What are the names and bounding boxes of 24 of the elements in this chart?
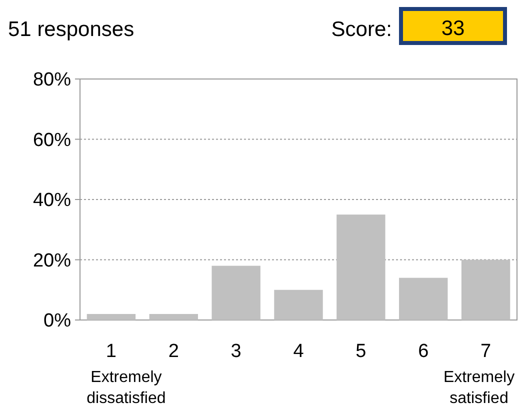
bar	[212, 266, 260, 320]
bar	[149, 314, 198, 320]
x-tick-label: 4	[293, 341, 304, 362]
x-tick-label: 2	[168, 341, 179, 362]
x-tick-label: 3	[230, 341, 242, 362]
bar	[461, 260, 510, 320]
y-tick-label: 80%	[32, 70, 72, 91]
text: Extremely dissatisfied	[86, 369, 166, 407]
bar	[86, 314, 136, 320]
x-tick-label: 7	[480, 341, 492, 362]
y-tick-label: 60%	[32, 130, 72, 151]
score-box: 33	[399, 7, 507, 45]
bar	[274, 290, 323, 320]
y-tick-label: 20%	[32, 250, 72, 272]
bar	[336, 214, 386, 320]
x-tick-label: 1	[106, 341, 117, 362]
y-tick-label: 0%	[44, 310, 72, 332]
x-tick-label: 5	[356, 341, 366, 362]
x-tick-label: 6	[418, 341, 429, 362]
y-tick-label: 40%	[32, 190, 72, 212]
text: Extremely satisfied	[443, 369, 515, 407]
text: 51 responses	[8, 18, 134, 41]
text: Score:	[331, 18, 392, 41]
bar	[399, 278, 448, 320]
